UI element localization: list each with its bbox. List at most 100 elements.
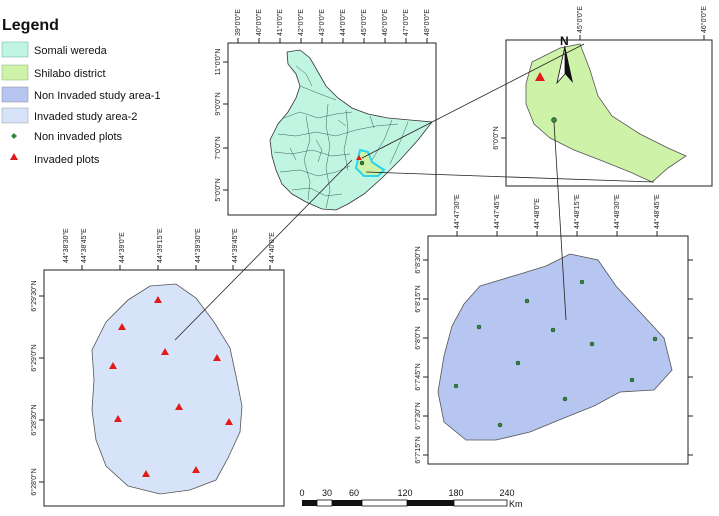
invaded-plot-marker bbox=[142, 470, 150, 477]
invaded-plot-marker bbox=[175, 403, 183, 410]
invaded-plots bbox=[109, 296, 233, 477]
tick-label: 44°38'30"E bbox=[62, 228, 70, 263]
tick-label: 6°8'0"N bbox=[414, 326, 422, 349]
non-invaded-plot-marker bbox=[476, 324, 482, 330]
district-invaded-marker bbox=[535, 72, 545, 81]
tick-label: 6°28'0"N bbox=[30, 468, 38, 495]
tick-label: 39°0'0"E bbox=[234, 9, 242, 36]
tick-label: 44°39'45"E bbox=[231, 228, 239, 263]
regional-map: 39°0'0"E 40°0'0"E 41°0'0"E 42°0'0"E 43°0… bbox=[214, 9, 437, 216]
tick-label: 44°48'0"E bbox=[533, 198, 541, 229]
area1-map: 44°47'30"E 44°47'45"E 44°48'0"E 44°48'15… bbox=[414, 194, 693, 465]
scale-label: 120 bbox=[397, 488, 412, 498]
tick-label: 44°48'15"E bbox=[573, 194, 581, 229]
non-invaded-plot-marker bbox=[453, 383, 459, 389]
scale-label: 0 bbox=[299, 488, 304, 498]
legend-swatch-non-invaded-area bbox=[1, 86, 29, 103]
legend-label-non-invaded-plots: Non invaded plots bbox=[34, 131, 123, 143]
tick-label: 6°7'30"N bbox=[414, 402, 422, 429]
non-invaded-plot-marker bbox=[652, 336, 658, 342]
invaded-plot-marker bbox=[213, 354, 221, 361]
tick-label: 44°48'30"E bbox=[613, 194, 621, 229]
legend-swatch-invaded-area bbox=[1, 107, 29, 124]
legend-symbol-invaded-plot bbox=[10, 153, 18, 160]
invaded-plot-marker bbox=[118, 323, 126, 330]
non-invaded-plot-marker bbox=[562, 396, 568, 402]
tick-label: 44°47'45"E bbox=[493, 194, 501, 229]
tick-label: 44°38'45"E bbox=[80, 228, 88, 263]
non-invaded-study-area-shape bbox=[437, 253, 673, 441]
legend-symbol-non-invaded-plot bbox=[11, 133, 17, 139]
district-map: 45°0'0"E 46°0'0"E 6°0'0"N N bbox=[492, 6, 713, 187]
legend: Legend Somali wereda Shilabo district No… bbox=[1, 17, 161, 166]
district-non-invaded-marker bbox=[551, 117, 557, 123]
tick-label: 45°0'0"E bbox=[576, 6, 584, 33]
invaded-plot-marker bbox=[225, 418, 233, 425]
legend-label-non-invaded-area: Non Invaded study area-1 bbox=[34, 90, 161, 102]
connector-line bbox=[553, 121, 567, 321]
tick-label: 44°47'30"E bbox=[453, 194, 461, 229]
connector-line bbox=[361, 43, 585, 159]
tick-label: 40°0'0"E bbox=[255, 9, 263, 36]
tick-label: 6°8'30"N bbox=[414, 246, 422, 273]
scale-label: 30 bbox=[322, 488, 332, 498]
tick-label: 6°7'45"N bbox=[414, 363, 422, 390]
tick-label: 41°0'0"E bbox=[276, 9, 284, 36]
invaded-study-area-shape bbox=[91, 283, 243, 495]
tick-label: 47°0'0"E bbox=[402, 9, 410, 36]
legend-swatch-shilabo-district bbox=[1, 64, 29, 81]
tick-label: 46°0'0"E bbox=[381, 9, 389, 36]
legend-label-somali-wereda: Somali wereda bbox=[34, 45, 108, 57]
non-invaded-plots bbox=[453, 279, 658, 428]
invaded-plot-marker bbox=[154, 296, 162, 303]
regional-map-top-ticks: 39°0'0"E 40°0'0"E 41°0'0"E 42°0'0"E 43°0… bbox=[234, 9, 431, 43]
non-invaded-plot-marker bbox=[497, 422, 503, 428]
non-invaded-plot-marker bbox=[550, 327, 556, 333]
tick-label: 6°28'30"N bbox=[30, 404, 38, 435]
tick-label: 44°39'30"E bbox=[194, 228, 202, 263]
connector-lines bbox=[174, 43, 655, 341]
scale-label: 180 bbox=[448, 488, 463, 498]
tick-label: 11°0'0"N bbox=[214, 49, 222, 76]
legend-swatch-somali-wereda bbox=[1, 41, 29, 58]
tick-label: 6°29'0"N bbox=[30, 344, 38, 371]
tick-label: 45°0'0"E bbox=[360, 9, 368, 36]
shilabo-district-outline bbox=[354, 148, 386, 177]
non-invaded-plot-marker bbox=[524, 298, 530, 304]
tick-label: 6°29'30"N bbox=[30, 280, 38, 311]
non-invaded-plot-marker bbox=[579, 279, 585, 285]
scale-unit: Km bbox=[509, 499, 523, 509]
invaded-plot-marker bbox=[192, 466, 200, 473]
non-invaded-plot-marker bbox=[589, 341, 595, 347]
north-arrow-icon bbox=[556, 45, 573, 85]
invaded-plot-marker bbox=[161, 348, 169, 355]
tick-label: 6°8'15"N bbox=[414, 285, 422, 312]
invaded-plot-marker bbox=[114, 415, 122, 422]
tick-label: 6°7'15"N bbox=[414, 436, 422, 463]
non-invaded-plot-marker bbox=[629, 377, 635, 383]
shilabo-district-shape bbox=[525, 43, 687, 183]
area2-map: 44°38'30"E 44°38'45"E 44°39'0"E 44°39'15… bbox=[30, 228, 285, 507]
regional-non-invaded-marker bbox=[359, 160, 365, 166]
tick-label: 48°0'0"E bbox=[423, 9, 431, 36]
scale-label: 60 bbox=[349, 488, 359, 498]
tick-label: 7°0'0"N bbox=[214, 136, 222, 159]
legend-label-shilabo-district: Shilabo district bbox=[34, 68, 106, 80]
tick-label: 5°0'0"N bbox=[214, 178, 222, 201]
tick-label: 9°0'0"N bbox=[214, 92, 222, 115]
scale-bar: 0 30 60 120 180 240 Km bbox=[299, 488, 522, 509]
tick-label: 42°0'0"E bbox=[297, 9, 305, 36]
wereda-boundaries bbox=[273, 65, 409, 209]
tick-label: 43°0'0"E bbox=[318, 9, 326, 36]
tick-label: 44°39'15"E bbox=[156, 228, 164, 263]
legend-title: Legend bbox=[2, 17, 59, 34]
tick-label: 44°0'0"E bbox=[339, 9, 347, 36]
regional-map-left-ticks: 11°0'0"N 9°0'0"N 7°0'0"N 5°0'0"N bbox=[214, 49, 228, 202]
legend-label-invaded-plots: Invaded plots bbox=[34, 154, 100, 166]
legend-label-invaded-area: Invaded study area-2 bbox=[34, 111, 137, 123]
tick-label: 44°40'0"E bbox=[268, 232, 276, 263]
north-label: N bbox=[560, 34, 569, 48]
tick-label: 44°39'0"E bbox=[118, 232, 126, 263]
connector-line bbox=[365, 171, 655, 183]
connector-line bbox=[174, 159, 353, 341]
